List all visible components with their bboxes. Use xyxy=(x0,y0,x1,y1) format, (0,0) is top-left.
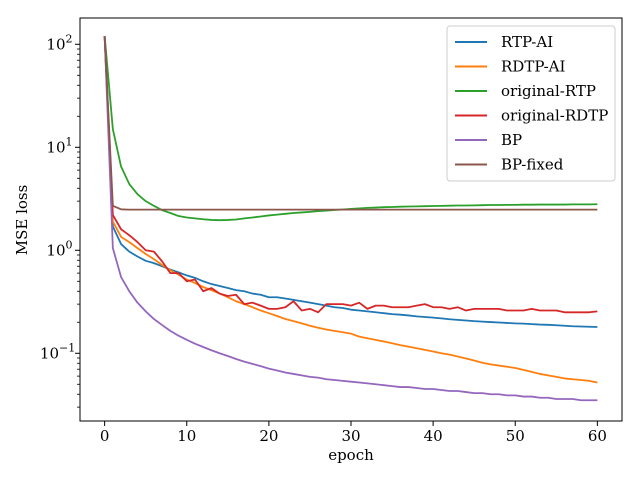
x-tick-label: 40 xyxy=(424,427,443,445)
x-axis-label: epoch xyxy=(328,446,374,464)
y-tick-exponent: 0 xyxy=(66,238,73,251)
legend-label-2: original-RTP xyxy=(501,82,596,100)
y-tick-label: 10 xyxy=(46,241,65,259)
legend: RTP-AI RDTP-AI original-RTP original-RDTP BP… xyxy=(446,25,616,182)
legend-label-5: BP-fixed xyxy=(501,156,564,174)
series-line-5 xyxy=(103,36,598,211)
x-tick-label: 0 xyxy=(100,427,110,445)
x-tick-label: 30 xyxy=(341,427,360,445)
series-line-1 xyxy=(103,36,598,384)
y-tick-label: 10 xyxy=(46,35,65,53)
legend-box xyxy=(446,25,616,182)
series-line-3 xyxy=(103,36,598,314)
x-tick-label: 20 xyxy=(259,427,278,445)
x-tick-label: 10 xyxy=(177,427,196,445)
x-tick-label: 50 xyxy=(506,427,525,445)
series-layer xyxy=(103,36,598,402)
series-line-4 xyxy=(103,36,598,402)
y-tick-label: 10 xyxy=(46,138,65,156)
legend-label-3: original-RDTP xyxy=(501,107,608,125)
legend-label-4: BP xyxy=(501,131,522,149)
series-line-0 xyxy=(103,36,598,328)
legend-label-1: RDTP-AI xyxy=(501,58,565,76)
x-tick-label: 60 xyxy=(588,427,607,445)
y-tick-label: 10 xyxy=(40,344,59,362)
legend-label-0: RTP-AI xyxy=(501,33,553,51)
y-tick-exponent: −1 xyxy=(59,341,75,354)
x-axis: 0 10 20 30 40 50 60 xyxy=(100,421,607,445)
y-tick-exponent: 2 xyxy=(66,32,73,45)
y-tick-exponent: 1 xyxy=(66,135,73,148)
y-axis-label: MSE loss xyxy=(13,185,31,256)
